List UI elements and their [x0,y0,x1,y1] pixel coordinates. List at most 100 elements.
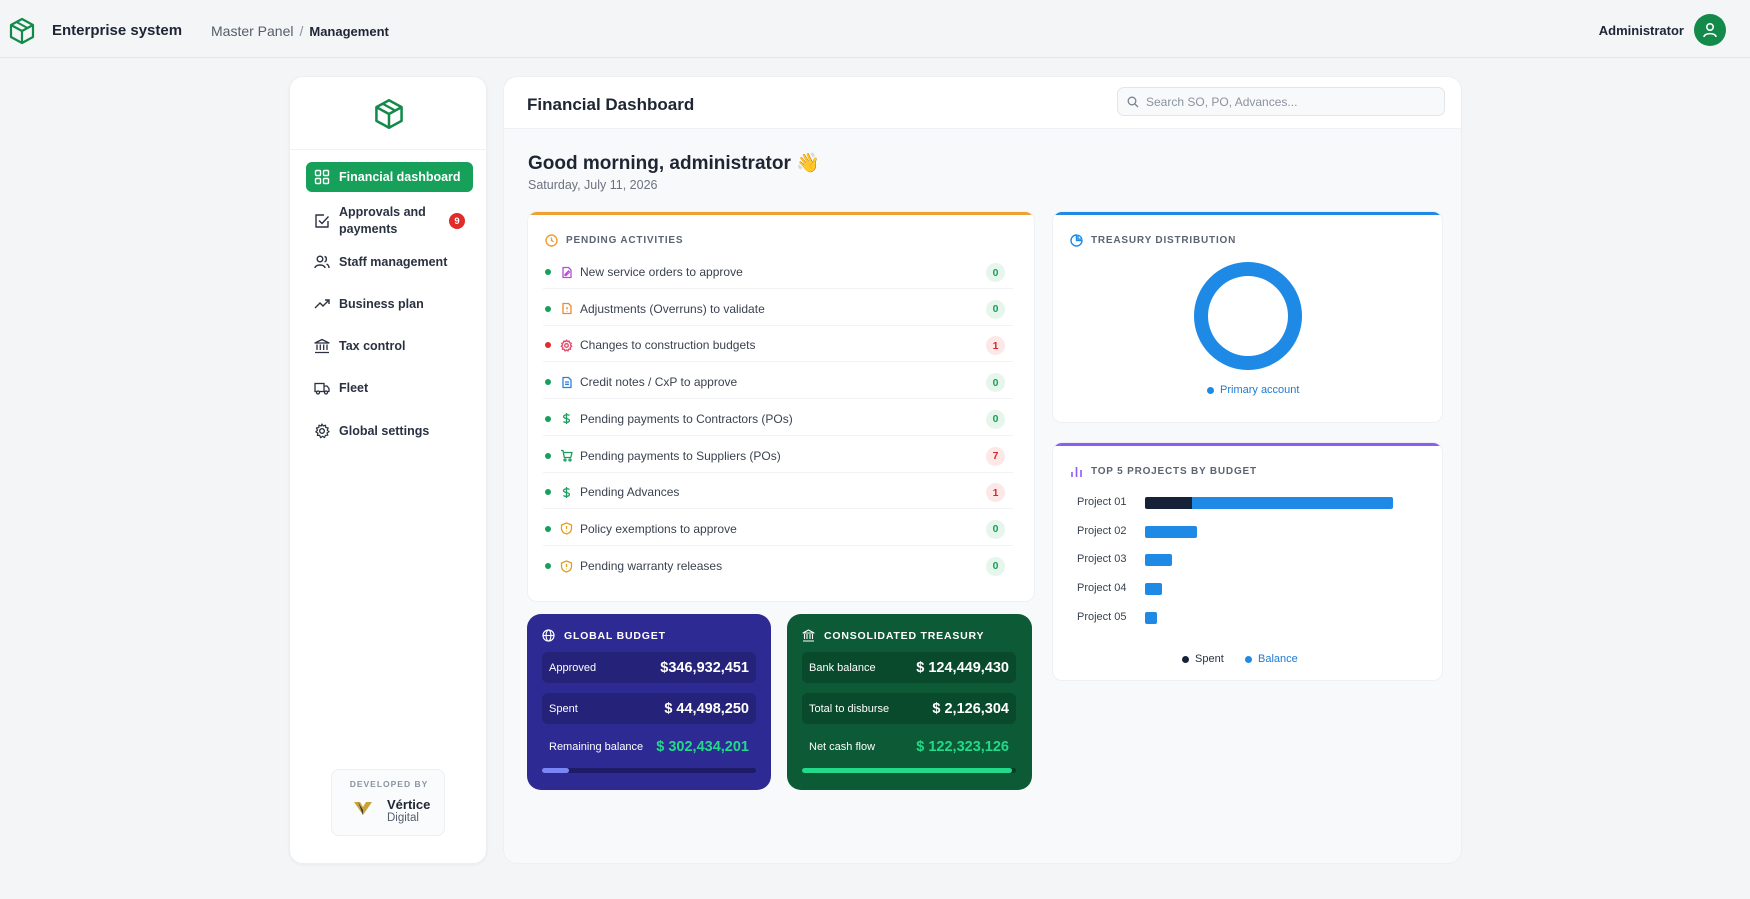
page-title: Financial Dashboard [527,95,695,114]
treasury-distribution-card: TREASURY DISTRIBUTION Primary account [1052,211,1443,423]
sidebar-item-approvals-and-payments[interactable]: Approvals and payments 9 [306,202,473,240]
sidebar-item-fleet[interactable]: Fleet [306,373,473,403]
dollar-icon [562,413,571,425]
stacked-bar[interactable] [1145,497,1393,509]
category-label: Project 04 [1077,582,1127,595]
card-accent-line [1053,443,1442,446]
sidebar-item-label: Financial dashboard [339,170,461,184]
status-dot [545,269,551,275]
row-label: Remaining balance [549,740,644,753]
count-badge: 0 [986,556,1005,576]
list-item[interactable]: Pending payments to Contractors (POs) 0 [543,403,1013,436]
count-badge: 1 [986,483,1005,503]
count-badge: 0 [986,299,1005,319]
clock-icon [545,234,558,247]
category-label: Project 02 [1077,524,1127,537]
list-item[interactable]: Pending payments to Suppliers (POs) 7 [543,440,1013,473]
bank-icon [314,338,330,354]
status-dot [545,379,551,386]
category-label: Project 03 [1077,553,1127,566]
check-square-icon [315,214,330,228]
bar-chart-icon [1071,467,1082,477]
count-badge: 0 [986,519,1005,539]
budget-progress-bar [542,768,756,773]
card-title: CONSOLIDATED TREASURY [802,629,984,642]
status-dot [545,415,551,422]
list-item[interactable]: Pending warranty releases 0 [543,550,1013,583]
sidebar-item-global-settings[interactable]: Global settings [306,416,473,446]
sidebar-item-financial-dashboard[interactable]: Financial dashboard [306,162,473,192]
card-title-text: TREASURY DISTRIBUTION [1091,235,1237,246]
list-item[interactable]: Pending Advances 1 [543,476,1013,510]
cube-logo-icon[interactable] [374,98,404,130]
sidebar-item-tax-control[interactable]: Tax control [306,331,473,361]
chart-legend-balance: Balance [1245,653,1298,665]
developed-by-label: DEVELOPED BY [349,779,429,789]
file-edit-icon [562,266,572,278]
avatar[interactable] [1694,14,1726,46]
breadcrumb-item-master-panel[interactable]: Master Panel [211,23,294,39]
search-input[interactable] [1146,88,1436,115]
status-dot [545,563,551,570]
sidebar-item-label: Tax control [339,339,406,353]
bar-segment-balance[interactable] [1145,611,1158,624]
stacked-bar[interactable] [1145,554,1173,567]
search-box[interactable] [1117,87,1445,116]
list-item[interactable]: Credit notes / CxP to approve 0 [543,366,1013,400]
activity-label: Credit notes / CxP to approve [580,375,738,390]
activity-label: Policy exemptions to approve [580,521,737,536]
card-title: GLOBAL BUDGET [542,629,666,642]
treasury-progress-bar [802,768,1016,773]
row-value: $ 2,126,304 [932,700,1009,717]
shield-icon [560,559,573,573]
sidebar-item-label: Business plan [339,297,424,311]
chart-legend-spent: Spent [1182,653,1224,665]
legend-dot [1245,655,1252,663]
status-dot [545,525,551,532]
activity-label: Pending payments to Contractors (POs) [580,411,793,426]
breadcrumb-item-management: Management [309,24,389,39]
count-badge: 0 [986,409,1005,429]
vertice-logo-icon [354,802,372,815]
list-item[interactable]: Policy exemptions to approve 0 [543,513,1013,546]
bar-segment-balance[interactable] [1145,525,1198,538]
bar-segment-spent[interactable] [1145,497,1193,509]
stacked-bar[interactable] [1145,583,1163,596]
legend-label: Primary account [1220,384,1300,396]
count-badge: 7 [986,446,1005,466]
bar-segment-balance[interactable] [1192,497,1393,509]
progress-fill [542,768,570,773]
activity-label: Adjustments (Overruns) to validate [580,301,765,316]
card-title-text: GLOBAL BUDGET [564,629,666,642]
status-dot [545,452,551,459]
developer-credit[interactable]: DEVELOPED BY Vértice Digital [331,769,445,836]
progress-fill [802,768,1013,773]
dollar-icon [562,486,571,498]
notification-badge: 9 [449,213,465,229]
stacked-bar[interactable] [1145,611,1158,624]
count-badge: 1 [986,336,1005,356]
legend-label: Balance [1258,653,1298,665]
pending-activities-card: PENDING ACTIVITIES New service orders to… [527,211,1035,602]
gear-icon [315,423,330,439]
card-title: TREASURY DISTRIBUTION [1070,234,1236,247]
bar-segment-balance[interactable] [1145,554,1173,567]
top-bar: Enterprise system Master Panel / Managemen… [0,0,1750,58]
current-date: Saturday, July 11, 2026 [528,178,658,192]
user-name[interactable]: Administrator [1598,23,1684,38]
status-dot [545,342,551,349]
stacked-bar[interactable] [1145,525,1198,538]
sidebar-item-staff-management[interactable]: Staff management [306,247,473,277]
cube-logo-icon[interactable] [9,17,35,45]
net-cash-flow-row: Net cash flow $ 122,323,126 [802,731,1016,762]
list-item[interactable]: New service orders to approve 0 [543,256,1013,289]
list-item[interactable]: Changes to construction budgets 1 [543,329,1013,363]
project-row: Project 02 [1077,525,1397,539]
list-item[interactable]: Adjustments (Overruns) to validate 0 [543,293,1013,326]
bar-segment-balance[interactable] [1145,583,1163,596]
search-icon [1127,96,1139,108]
activity-label: Pending Advances [580,485,680,500]
sidebar-item-business-plan[interactable]: Business plan [306,289,473,319]
donut-slice-primary-account[interactable] [1194,262,1302,370]
category-label: Project 05 [1077,610,1127,623]
